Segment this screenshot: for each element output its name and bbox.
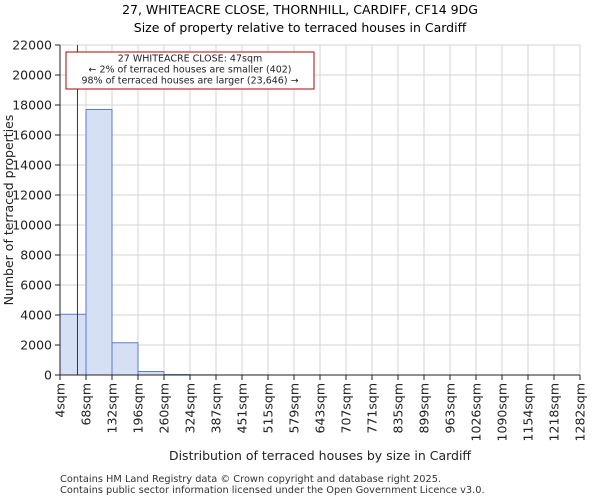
x-axis-label: Distribution of terraced houses by size …	[169, 448, 471, 463]
chart-title: 27, WHITEACRE CLOSE, THORNHILL, CARDIFF,…	[122, 2, 478, 17]
y-tick-label: 14000	[12, 158, 52, 173]
x-tick-label: 260sqm	[157, 383, 172, 433]
y-tick-label: 18000	[12, 98, 52, 113]
y-tick-layer: 0 2000 4000 6000 8000 10000 12000 14000 16000 180…	[12, 38, 60, 383]
y-tick-label: 16000	[12, 128, 52, 143]
bar-4sqm	[59, 313, 87, 376]
y-tick-label: 2000	[20, 338, 52, 353]
y-tick-label: 4000	[20, 308, 52, 323]
y-tick-label: 20000	[12, 68, 52, 83]
annotation-line-2: ← 2% of terraced houses are smaller (402…	[88, 65, 291, 76]
x-tick-label: 963sqm	[443, 383, 458, 433]
footer-line-2: Contains public sector information licen…	[60, 485, 485, 496]
bar-196sqm	[137, 371, 165, 376]
y-tick-label: 0	[44, 368, 52, 383]
x-tick-label: 132sqm	[105, 383, 120, 433]
x-tick-label: 1090sqm	[495, 383, 510, 441]
x-tick-label: 1026sqm	[469, 383, 484, 441]
x-tick-layer: 4sqm 68sqm 132sqm 196sqm 260sqm 324sqm 387sqm 4…	[53, 375, 588, 441]
grid-layer	[59, 44, 581, 376]
annotation-line-3: 98% of terraced houses are larger (23,64…	[81, 76, 298, 87]
x-tick-label: 68sqm	[79, 383, 94, 426]
x-tick-label: 579sqm	[287, 383, 302, 433]
y-tick-label: 8000	[20, 248, 52, 263]
y-axis-label: Number of terraced properties	[1, 115, 16, 306]
x-tick-label: 707sqm	[339, 383, 354, 433]
x-tick-label: 1282sqm	[573, 383, 588, 441]
bar-132sqm	[111, 342, 139, 376]
y-tick-label: 12000	[12, 188, 52, 203]
y-tick-label: 6000	[20, 278, 52, 293]
chart-subtitle: Size of property relative to terraced ho…	[134, 20, 467, 35]
x-tick-label: 324sqm	[183, 383, 198, 433]
x-tick-label: 1218sqm	[547, 383, 562, 441]
x-tick-label: 835sqm	[391, 383, 406, 433]
annotation-line-1: 27 WHITEACRE CLOSE: 47sqm	[118, 54, 262, 65]
x-tick-label: 387sqm	[209, 383, 224, 433]
x-tick-label: 1154sqm	[521, 383, 536, 441]
x-tick-label: 515sqm	[261, 383, 276, 433]
y-tick-label: 22000	[12, 38, 52, 53]
x-tick-label: 643sqm	[313, 383, 328, 433]
x-tick-label: 899sqm	[417, 383, 432, 433]
y-tick-label: 10000	[12, 218, 52, 233]
annotation-box	[65, 51, 315, 90]
x-tick-label: 4sqm	[53, 383, 68, 418]
bar-layer	[59, 109, 321, 376]
x-tick-label: 771sqm	[365, 383, 380, 433]
x-tick-label: 196sqm	[131, 383, 146, 433]
footer-line-1: Contains HM Land Registry data © Crown c…	[60, 474, 441, 485]
x-tick-label: 451sqm	[235, 383, 250, 433]
bar-68sqm	[85, 109, 113, 376]
